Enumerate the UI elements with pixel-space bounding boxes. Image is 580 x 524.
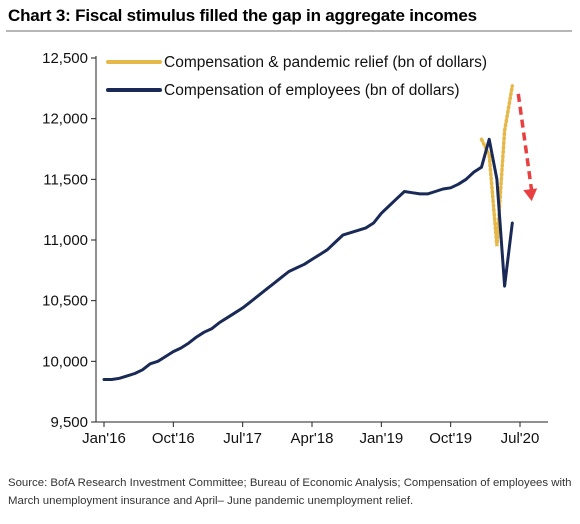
y-tick-label: 12,000 <box>42 111 88 128</box>
chart-legend: Compensation & pandemic relief (bn of do… <box>106 54 487 99</box>
chart-axes <box>95 56 548 423</box>
chart-series <box>102 84 515 381</box>
chart-canvas: 9,500 10,000 10,500 11,000 11,500 12,000 12,50… <box>42 50 548 447</box>
x-axis-ticks: Jan'16 Oct'16 Jul'17 Apr'18 Jan'19 Oct'19 Jul'… <box>82 422 539 447</box>
x-tick-label: Jan'16 <box>82 430 126 447</box>
trend-arrow-shaft <box>516 93 534 192</box>
y-tick-label: 11,000 <box>43 232 88 249</box>
series-employees-line <box>102 137 514 381</box>
x-tick-label: Oct'19 <box>429 430 472 447</box>
y-tick-label: 12,500 <box>42 50 88 67</box>
y-tick-label: 10,500 <box>42 293 88 310</box>
legend-label-employees: Compensation of employees (bn of dollars… <box>164 82 460 99</box>
y-tick-label: 11,500 <box>43 171 88 188</box>
source-note: Source: BofA Research Investment Committ… <box>8 477 572 507</box>
legend-label-relief: Compensation & pandemic relief (bn of do… <box>164 54 487 71</box>
x-tick-label: Oct'16 <box>152 430 195 447</box>
chart-title: Chart 3: Fiscal stimulus filled the gap … <box>8 6 477 25</box>
y-tick-label: 10,000 <box>42 353 88 370</box>
title-divider <box>6 30 572 32</box>
trend-arrow-head <box>523 188 538 202</box>
x-tick-label: Jul'20 <box>501 430 540 447</box>
chart-annotation <box>516 93 538 202</box>
x-tick-label: Jan'19 <box>359 430 403 447</box>
series-relief-line <box>479 84 515 247</box>
x-tick-label: Apr'18 <box>291 430 334 447</box>
x-tick-label: Jul'17 <box>223 430 262 447</box>
y-axis-ticks: 9,500 10,000 10,500 11,000 11,500 12,000 12,50… <box>42 50 96 431</box>
y-tick-label: 9,500 <box>50 414 88 431</box>
